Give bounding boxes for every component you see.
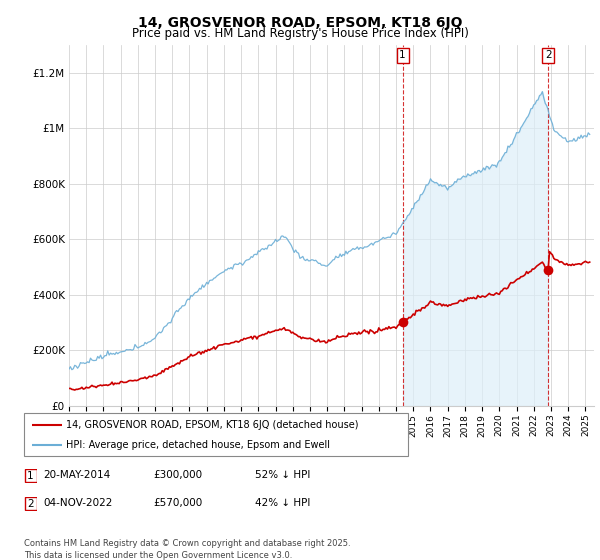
Text: 20-MAY-2014: 20-MAY-2014: [43, 470, 110, 480]
Text: 14, GROSVENOR ROAD, EPSOM, KT18 6JQ (detached house): 14, GROSVENOR ROAD, EPSOM, KT18 6JQ (det…: [66, 420, 359, 430]
FancyBboxPatch shape: [25, 469, 37, 482]
Text: 2: 2: [27, 499, 34, 508]
Text: 2: 2: [545, 50, 551, 60]
Text: 1: 1: [27, 471, 34, 480]
Text: Price paid vs. HM Land Registry's House Price Index (HPI): Price paid vs. HM Land Registry's House …: [131, 27, 469, 40]
Text: £300,000: £300,000: [153, 470, 202, 480]
FancyBboxPatch shape: [25, 497, 37, 510]
Text: HPI: Average price, detached house, Epsom and Ewell: HPI: Average price, detached house, Epso…: [66, 440, 330, 450]
Text: 52% ↓ HPI: 52% ↓ HPI: [255, 470, 310, 480]
Text: 14, GROSVENOR ROAD, EPSOM, KT18 6JQ: 14, GROSVENOR ROAD, EPSOM, KT18 6JQ: [138, 16, 462, 30]
Text: 42% ↓ HPI: 42% ↓ HPI: [255, 498, 310, 508]
FancyBboxPatch shape: [24, 413, 408, 456]
Text: £570,000: £570,000: [153, 498, 202, 508]
Text: Contains HM Land Registry data © Crown copyright and database right 2025.
This d: Contains HM Land Registry data © Crown c…: [24, 539, 350, 559]
Text: 04-NOV-2022: 04-NOV-2022: [43, 498, 113, 508]
Text: 1: 1: [399, 50, 406, 60]
